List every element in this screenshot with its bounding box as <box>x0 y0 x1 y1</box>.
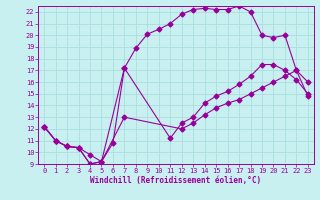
X-axis label: Windchill (Refroidissement éolien,°C): Windchill (Refroidissement éolien,°C) <box>91 176 261 185</box>
